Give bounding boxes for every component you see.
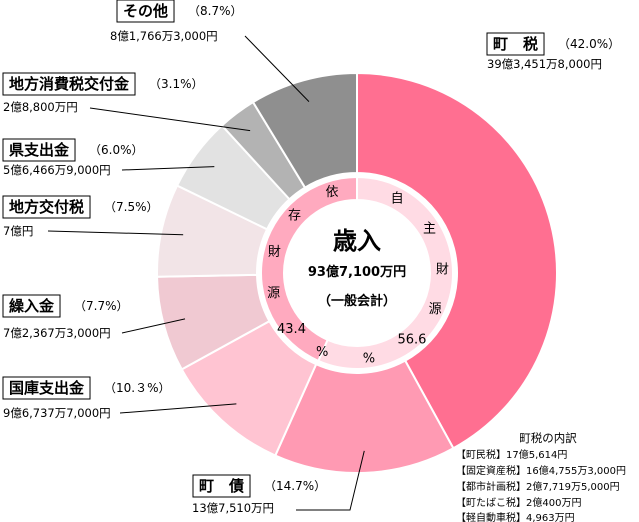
inner-ring-label: 源 xyxy=(267,286,280,301)
tax-breakdown: 町税の内訳 【町民税】17億5,614円 【固定資産税】16億4,755万3,0… xyxy=(456,431,626,522)
slice-percent-label: （8.7%） xyxy=(188,4,243,18)
chart-title: 歳入 xyxy=(333,227,381,255)
inner-ring-label: 自 xyxy=(391,192,404,207)
slice-percent-label: （6.0%） xyxy=(89,143,144,157)
inner-ring-label: 主 xyxy=(423,222,436,237)
slice-name-label: 町 税 xyxy=(493,35,538,53)
leader-lines xyxy=(47,35,365,511)
slice-amount-label: 39億3,451万8,000円 xyxy=(487,57,602,71)
slice-name-label: 国庫支出金 xyxy=(9,379,85,397)
slice-percent-label: （10.３%） xyxy=(104,381,171,395)
slice-amount-label: 13億7,510万円 xyxy=(192,501,274,515)
slice-amount-label: 9億6,737万7,000円 xyxy=(3,406,111,420)
inner-ring-label: 源 xyxy=(429,302,442,317)
leader-line xyxy=(121,318,186,334)
inner-ring-label: 56.6 xyxy=(397,332,426,347)
slice-name-box xyxy=(2,195,91,219)
inner-ring-label: 依 xyxy=(325,185,338,200)
breakdown-title: 町税の内訳 xyxy=(519,431,577,445)
slice-name-box xyxy=(2,376,91,400)
slice-percent-label: （42.0%） xyxy=(558,37,620,51)
center-hole xyxy=(285,201,429,345)
breakdown-row: 【軽自動車税】4,963万円 xyxy=(456,511,575,522)
inner-ring-label: % xyxy=(316,345,328,360)
own-source-arc xyxy=(317,175,454,370)
leader-line xyxy=(89,107,251,132)
total-amount: 93億7,100万円 xyxy=(308,264,406,280)
inner-ring-label: % xyxy=(363,352,375,367)
dependent-arc xyxy=(260,175,358,363)
outer-ring xyxy=(156,71,558,474)
slice-name-label: その他 xyxy=(123,2,168,20)
slice-percent-label: （14.7%） xyxy=(264,479,326,493)
inner-ring-label: 43.4 xyxy=(277,322,306,337)
leader-line xyxy=(119,403,237,414)
breakdown-row: 【都市計画税】2億7,719万5,000円 xyxy=(456,480,620,493)
slice-percent-label: （7.7%） xyxy=(74,299,129,313)
slice-amount-label: 2億8,800万円 xyxy=(3,100,78,114)
breakdown-row: 【固定資産税】16億4,755万3,000円 xyxy=(456,464,626,477)
leader-line xyxy=(47,230,184,236)
slice-amount-label: 7億2,367万3,000円 xyxy=(3,326,111,340)
slice-name-box xyxy=(486,32,545,56)
slice-amount-label: 5億6,466万9,000円 xyxy=(3,163,111,177)
leader-line xyxy=(121,166,215,171)
slice-amount-label: 8億1,766万3,000円 xyxy=(110,29,218,43)
slice-name-label: 県支出金 xyxy=(9,141,70,159)
slice-name-box xyxy=(2,72,136,96)
slice-name-box xyxy=(2,138,76,162)
leader-line xyxy=(296,450,365,511)
inner-ring-label: 財 xyxy=(436,263,449,278)
chart-subtitle: （一般会計） xyxy=(318,293,396,309)
slice-name-box xyxy=(116,0,175,23)
slice-name-label: 地方交付税 xyxy=(9,198,84,216)
slice-name-box xyxy=(192,474,251,498)
slice-name-label: 町 債 xyxy=(199,477,244,495)
breakdown-row: 【町民税】17億5,614円 xyxy=(456,448,567,461)
slice-name-label: 繰入金 xyxy=(9,297,55,315)
breakdown-row: 【町たばこ税】2億400万円 xyxy=(456,496,581,509)
slice-name-box xyxy=(2,294,61,318)
slice-amount-label: 7億円 xyxy=(3,224,33,238)
slice-percent-label: （3.1%） xyxy=(149,77,204,91)
slice-name-label: 地方消費税交付金 xyxy=(9,75,130,93)
slice-percent-label: （7.5%） xyxy=(104,200,159,214)
inner-ring-label: 存 xyxy=(288,209,301,224)
leader-line xyxy=(244,35,310,102)
inner-ring-label: 財 xyxy=(268,245,281,260)
